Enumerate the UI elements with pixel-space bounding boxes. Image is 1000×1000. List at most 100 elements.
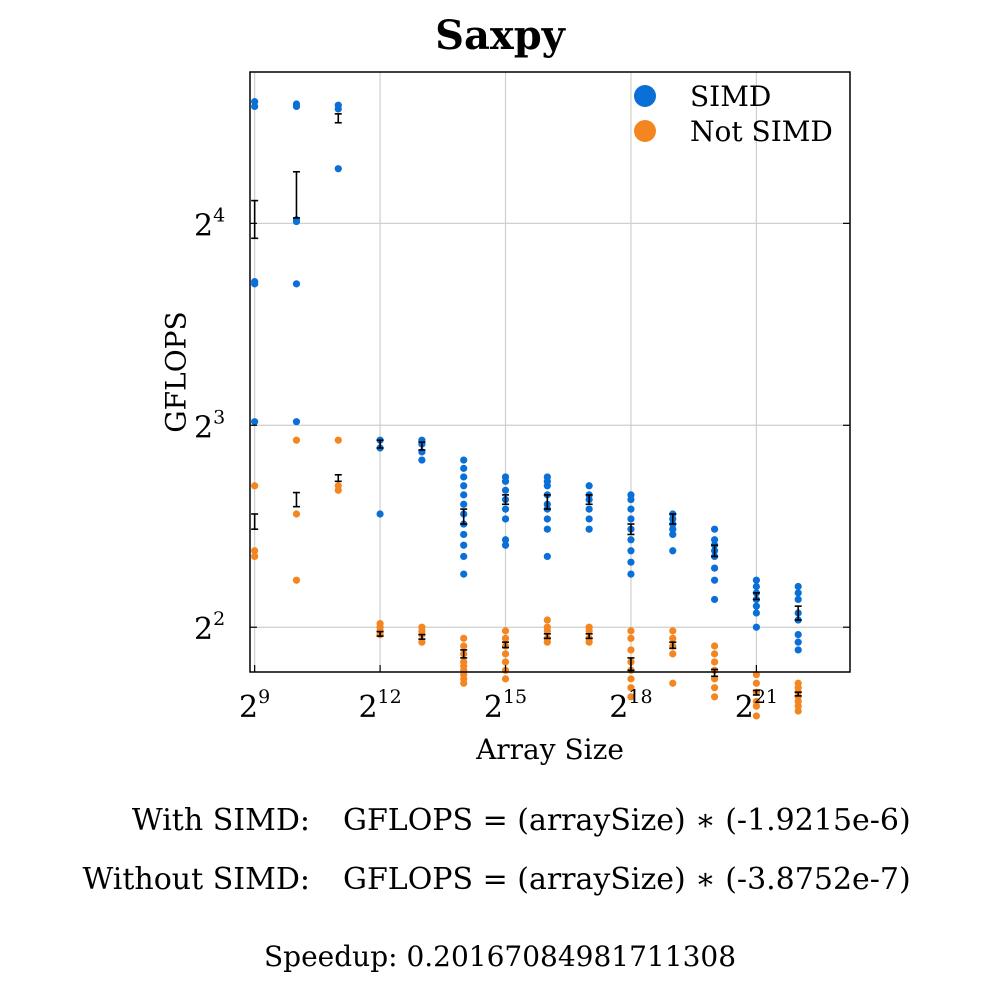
y-tick-label: 24 — [194, 204, 225, 243]
simd-error-bar — [251, 199, 259, 240]
not-simd-point — [251, 547, 259, 555]
simd-point — [794, 638, 802, 646]
not-simd-point — [460, 642, 468, 650]
simd-point — [251, 280, 259, 288]
not-simd-point — [334, 486, 342, 494]
simd-point — [585, 515, 593, 523]
simd-point — [627, 558, 635, 566]
plot-frame — [249, 71, 851, 673]
not-simd-point — [627, 634, 635, 642]
not-simd-point — [460, 634, 468, 642]
simd-error-bar — [292, 170, 300, 219]
simd-point — [585, 482, 593, 490]
legend-label-not-simd: Not SIMD — [690, 115, 833, 148]
simd-point — [752, 609, 760, 617]
simd-error-bar — [334, 113, 342, 124]
simd-point — [543, 525, 551, 533]
not-simd-point — [501, 675, 510, 683]
not-simd-error-bar — [292, 491, 300, 508]
simd-point — [794, 589, 802, 597]
simd-error-bar — [460, 508, 468, 525]
simd-point — [752, 602, 760, 610]
simd-error-bar — [752, 592, 760, 601]
no-simd-fit-label: Without SIMD: — [82, 862, 310, 897]
not-simd-error-bar — [711, 668, 719, 678]
simd-point — [794, 595, 802, 604]
simd-point — [460, 482, 468, 490]
x-axis-label: Array Size — [476, 733, 624, 766]
simd-point — [418, 456, 426, 464]
not-simd-point — [669, 650, 677, 658]
simd-point — [627, 515, 635, 523]
simd-point — [543, 515, 551, 523]
not-simd-point — [418, 638, 426, 646]
simd-point — [794, 646, 802, 654]
simd-point — [460, 570, 468, 578]
not-simd-point — [669, 627, 677, 635]
grid-lines — [250, 72, 850, 672]
simd-point — [251, 418, 259, 426]
not-simd-point — [752, 712, 760, 720]
simd-point — [627, 505, 635, 513]
simd-point — [627, 495, 635, 504]
x-tick-label: 212 — [358, 686, 401, 725]
not-simd-error-bar — [334, 473, 342, 483]
simd-point — [376, 510, 384, 518]
not-simd-point — [669, 634, 677, 642]
not-simd-point — [627, 693, 635, 701]
simd-point — [460, 541, 468, 549]
not-simd-point — [710, 642, 719, 650]
not-simd-point — [460, 679, 468, 687]
simd-point — [710, 595, 719, 604]
simd-point — [501, 486, 510, 494]
simd-point — [334, 105, 342, 113]
not-simd-point — [710, 658, 719, 666]
not-simd-point — [710, 650, 719, 658]
y-tick-label: 23 — [194, 406, 225, 445]
not-simd-point — [501, 634, 510, 642]
simd-point — [460, 464, 468, 472]
not-simd-point — [627, 684, 635, 692]
not-simd-error-bar — [376, 630, 384, 637]
no-simd-fit-equation: GFLOPS = (arraySize) ∗ (-3.8752e-7) — [343, 862, 911, 897]
not-simd-point — [543, 627, 551, 635]
speedup-text: Speedup: 0.20167084981711308 — [263, 940, 737, 973]
simd-error-bar — [502, 494, 510, 506]
simd-point — [669, 530, 677, 539]
simd-point — [752, 576, 760, 584]
simd-point — [292, 280, 301, 288]
not-simd-error-bar — [251, 513, 259, 530]
simd-error-bar — [418, 441, 426, 451]
not-simd-point — [710, 684, 719, 692]
not-simd-point — [543, 616, 551, 624]
x-tick-label: 218 — [609, 686, 652, 725]
not-simd-error-bar — [543, 633, 551, 640]
simd-point — [460, 491, 468, 499]
not-simd-point — [334, 436, 342, 444]
simd-point — [460, 500, 468, 508]
simd-point — [710, 536, 719, 544]
not-simd-error-bar — [752, 689, 760, 696]
not-simd-error-bar — [460, 649, 468, 659]
simd-point — [627, 536, 635, 544]
not-simd-error-bar — [585, 633, 593, 640]
simd-point — [543, 552, 551, 561]
not-simd-point — [543, 638, 551, 646]
simd-error-bar — [669, 513, 677, 525]
not-simd-point — [627, 627, 635, 635]
simd-point — [334, 165, 342, 173]
not-simd-point — [752, 702, 760, 710]
error-bars — [251, 113, 802, 697]
simd-point — [292, 418, 301, 426]
simd-point — [585, 505, 593, 513]
not-simd-point — [794, 707, 802, 715]
not-simd-point — [251, 482, 259, 490]
not-simd-point — [292, 510, 301, 518]
not-simd-error-bar — [418, 633, 426, 640]
not-simd-point — [752, 670, 760, 679]
simd-point — [460, 530, 468, 539]
simd-point — [752, 623, 760, 631]
not-simd-point — [501, 627, 510, 635]
simd-point — [501, 541, 510, 549]
